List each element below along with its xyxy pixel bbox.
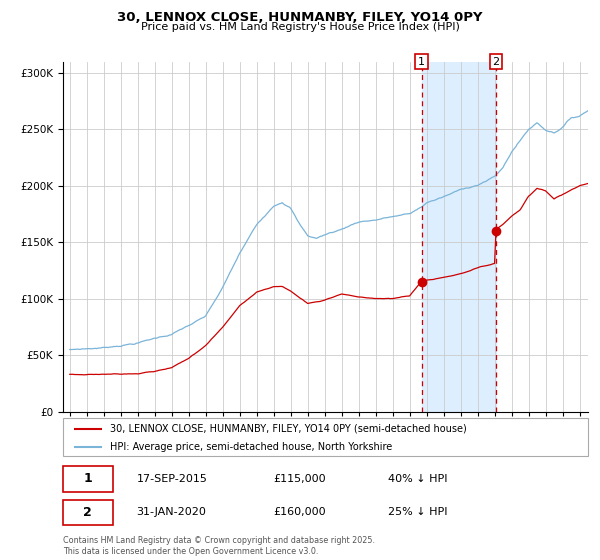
Text: 30, LENNOX CLOSE, HUNMANBY, FILEY, YO14 0PY: 30, LENNOX CLOSE, HUNMANBY, FILEY, YO14 … bbox=[117, 11, 483, 24]
Text: 25% ↓ HPI: 25% ↓ HPI bbox=[389, 507, 448, 517]
Bar bbox=[422, 62, 496, 412]
Text: 1: 1 bbox=[83, 472, 92, 486]
Text: £160,000: £160,000 bbox=[273, 507, 326, 517]
Text: 2: 2 bbox=[83, 506, 92, 519]
Text: 40% ↓ HPI: 40% ↓ HPI bbox=[389, 474, 448, 484]
FancyBboxPatch shape bbox=[63, 466, 113, 492]
Text: Price paid vs. HM Land Registry's House Price Index (HPI): Price paid vs. HM Land Registry's House … bbox=[140, 22, 460, 32]
Text: 1: 1 bbox=[418, 57, 425, 67]
Text: HPI: Average price, semi-detached house, North Yorkshire: HPI: Average price, semi-detached house,… bbox=[110, 442, 392, 452]
Text: £115,000: £115,000 bbox=[273, 474, 326, 484]
FancyBboxPatch shape bbox=[63, 500, 113, 525]
Text: 17-SEP-2015: 17-SEP-2015 bbox=[137, 474, 208, 484]
Text: 30, LENNOX CLOSE, HUNMANBY, FILEY, YO14 0PY (semi-detached house): 30, LENNOX CLOSE, HUNMANBY, FILEY, YO14 … bbox=[110, 424, 467, 434]
Text: Contains HM Land Registry data © Crown copyright and database right 2025.
This d: Contains HM Land Registry data © Crown c… bbox=[63, 536, 375, 556]
Text: 2: 2 bbox=[493, 57, 499, 67]
Text: 31-JAN-2020: 31-JAN-2020 bbox=[137, 507, 206, 517]
